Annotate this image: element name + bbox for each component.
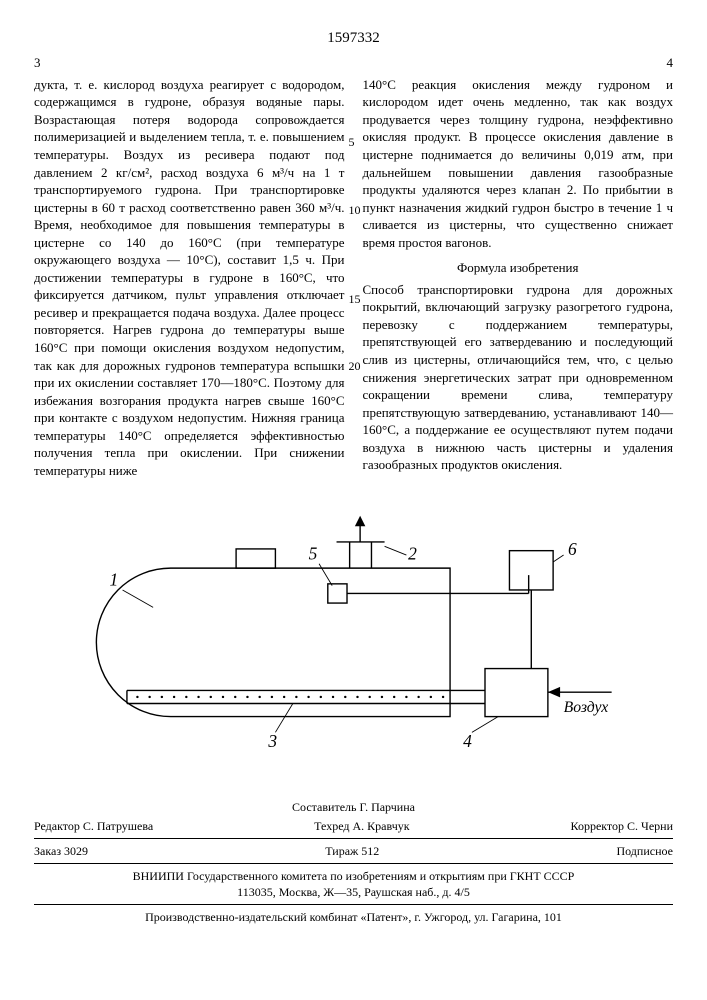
footer-rule-3 [34, 904, 673, 905]
footer-print-run: Тираж 512 [325, 843, 379, 859]
svg-text:Воздух: Воздух [563, 700, 608, 717]
left-column-text: дукта, т. е. кислород воздуха реагирует … [34, 77, 345, 478]
tank-diagram-svg: 1 2 3 4 5 6 Воздух [74, 507, 634, 769]
line-marker: 5 [349, 134, 355, 150]
footer-tech: Техред А. Кравчук [314, 818, 409, 834]
page-left: 3 [34, 54, 41, 72]
footer-compiler: Составитель Г. Парчина [34, 799, 673, 815]
footer-org1: ВНИИПИ Государственного комитета по изоб… [34, 868, 673, 884]
footer-org2: Производственно-издательский комбинат «П… [34, 909, 673, 925]
svg-text:3: 3 [267, 732, 277, 752]
right-column-p1: 140°С реакция окисления между гудроном и… [363, 76, 674, 251]
page-corner-numbers: 3 4 [34, 54, 673, 72]
right-column: 5101520 140°С реакция окисления между гу… [363, 76, 674, 480]
page-right: 4 [667, 54, 674, 72]
footer-corrector: Корректор С. Черни [571, 818, 673, 834]
diagram: 1 2 3 4 5 6 Воздух [34, 507, 673, 769]
formula-title: Формула изобретения [363, 259, 674, 277]
footer-editor: Редактор С. Патрушева [34, 818, 153, 834]
footer-org1-addr: 113035, Москва, Ж—35, Раушская наб., д. … [34, 884, 673, 900]
footer-rule-2 [34, 863, 673, 864]
footer-order-row: Заказ 3029 Тираж 512 Подписное [34, 843, 673, 859]
right-column-p2: Способ транспортировки гудрона для дорож… [363, 281, 674, 474]
svg-text:6: 6 [567, 539, 576, 559]
text-columns: дукта, т. е. кислород воздуха реагирует … [34, 76, 673, 480]
line-marker: 15 [349, 291, 361, 307]
line-marker: 20 [349, 358, 361, 374]
footer-order: Заказ 3029 [34, 843, 88, 859]
footer-credits-row: Редактор С. Патрушева Техред А. Кравчук … [34, 818, 673, 834]
svg-text:5: 5 [308, 544, 317, 564]
line-marker: 10 [349, 202, 361, 218]
footer-rule-1 [34, 838, 673, 839]
svg-text:2: 2 [408, 544, 417, 564]
patent-number: 1597332 [34, 28, 673, 48]
svg-text:1: 1 [109, 570, 118, 590]
footer-subscription: Подписное [616, 843, 673, 859]
left-column: дукта, т. е. кислород воздуха реагирует … [34, 76, 345, 480]
footer: Составитель Г. Парчина Редактор С. Патру… [34, 799, 673, 925]
svg-text:4: 4 [463, 732, 472, 752]
